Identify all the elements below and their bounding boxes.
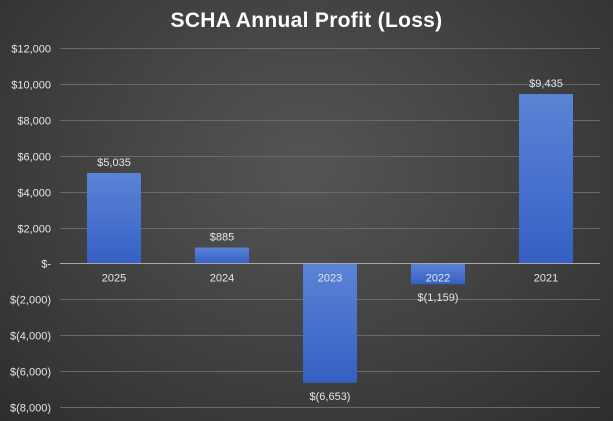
y-tick-label: $- bbox=[41, 259, 51, 271]
bar-2024 bbox=[195, 247, 249, 264]
x-tick-label: 2023 bbox=[318, 272, 342, 284]
data-label: $5,035 bbox=[97, 157, 131, 169]
y-tick-label: $12,000 bbox=[11, 44, 51, 56]
chart-title: SCHA Annual Profit (Loss) bbox=[170, 9, 443, 32]
data-label: $9,435 bbox=[529, 78, 563, 90]
y-tick-label: $6,000 bbox=[17, 152, 51, 164]
y-tick-label: $(2,000) bbox=[10, 295, 51, 307]
y-tick-label: $4,000 bbox=[17, 188, 51, 200]
y-tick-label: $(6,000) bbox=[10, 367, 51, 379]
x-tick-label: 2021 bbox=[534, 272, 558, 284]
bar-2023 bbox=[303, 263, 357, 383]
y-tick-label: $10,000 bbox=[11, 80, 51, 92]
y-tick-label: $(4,000) bbox=[10, 331, 51, 343]
y-tick-label: $2,000 bbox=[17, 224, 51, 236]
bar-2022 bbox=[411, 263, 465, 285]
bar-2021 bbox=[519, 94, 573, 264]
bar-2025 bbox=[87, 173, 141, 264]
data-label: $(1,159) bbox=[418, 292, 459, 304]
data-label: $(6,653) bbox=[310, 391, 351, 403]
y-tick-label: $(8,000) bbox=[10, 403, 51, 415]
x-tick-label: 2024 bbox=[210, 272, 234, 284]
x-tick-label: 2025 bbox=[102, 272, 126, 284]
x-tick-label: 2022 bbox=[426, 272, 450, 284]
y-tick-label: $8,000 bbox=[17, 116, 51, 128]
data-label: $885 bbox=[210, 232, 234, 244]
